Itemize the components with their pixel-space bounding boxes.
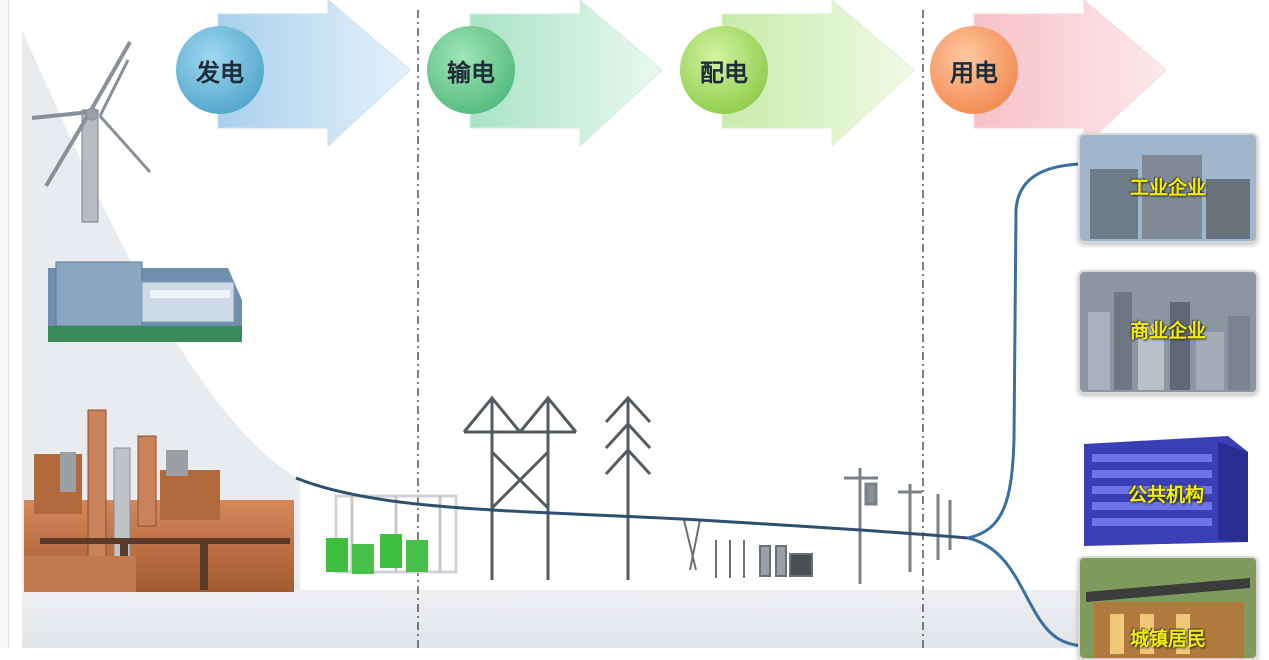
consumer-card-public: 公共机构: [1078, 432, 1254, 548]
stage-label-distribution: 配电: [680, 26, 768, 114]
hydro-plant-icon: [48, 261, 242, 342]
industrial-building-icon: [1080, 135, 1256, 241]
thermal-plant-icon: [24, 409, 294, 592]
stage-label-consumption: 用电: [930, 26, 1018, 114]
residential-house-icon: [1080, 558, 1256, 658]
consumer-label-industrial: 工业企业: [1129, 177, 1206, 199]
stage-label-distribution-text: 配电: [700, 57, 748, 87]
utility-pole-icon: [844, 468, 952, 584]
stage-arrow-distribution: [721, 0, 915, 148]
public-building-icon: [1084, 436, 1248, 546]
stage-label-transmission-text: 输电: [447, 57, 495, 87]
wind-turbine-icon: [31, 41, 152, 223]
stage-arrow-generation: [217, 0, 411, 148]
ground-strip: [22, 590, 1082, 648]
consumer-label-commercial: 商业企业: [1129, 320, 1206, 342]
stage-label-generation-text: 发电: [196, 57, 244, 87]
stage-label-transmission: 输电: [427, 26, 515, 114]
transmission-tower-icon: [462, 395, 578, 580]
stage-arrow-transmission: [469, 0, 663, 148]
commercial-city-icon: [1080, 272, 1256, 392]
substation-icon: [326, 494, 458, 574]
left-edge-bar: [0, 0, 9, 648]
consumer-branch-line-2: [967, 536, 1083, 648]
stage-arrow-consumption: [973, 0, 1167, 148]
stage-label-consumption-text: 用电: [950, 57, 998, 87]
consumer-card-commercial: 商业企业: [1078, 270, 1258, 394]
consumer-card-residential: 城镇居民: [1078, 556, 1258, 660]
consumer-branch-line: [967, 162, 1081, 540]
consumer-label-residential: 城镇居民: [1129, 628, 1206, 650]
consumer-label-public: 公共机构: [1127, 484, 1204, 506]
transmission-tower-2-icon: [604, 395, 652, 580]
stage-label-generation: 发电: [176, 26, 264, 114]
distribution-substation-icon: [683, 519, 813, 578]
power-line: [295, 476, 969, 540]
consumer-card-industrial: 工业企业: [1078, 133, 1258, 243]
